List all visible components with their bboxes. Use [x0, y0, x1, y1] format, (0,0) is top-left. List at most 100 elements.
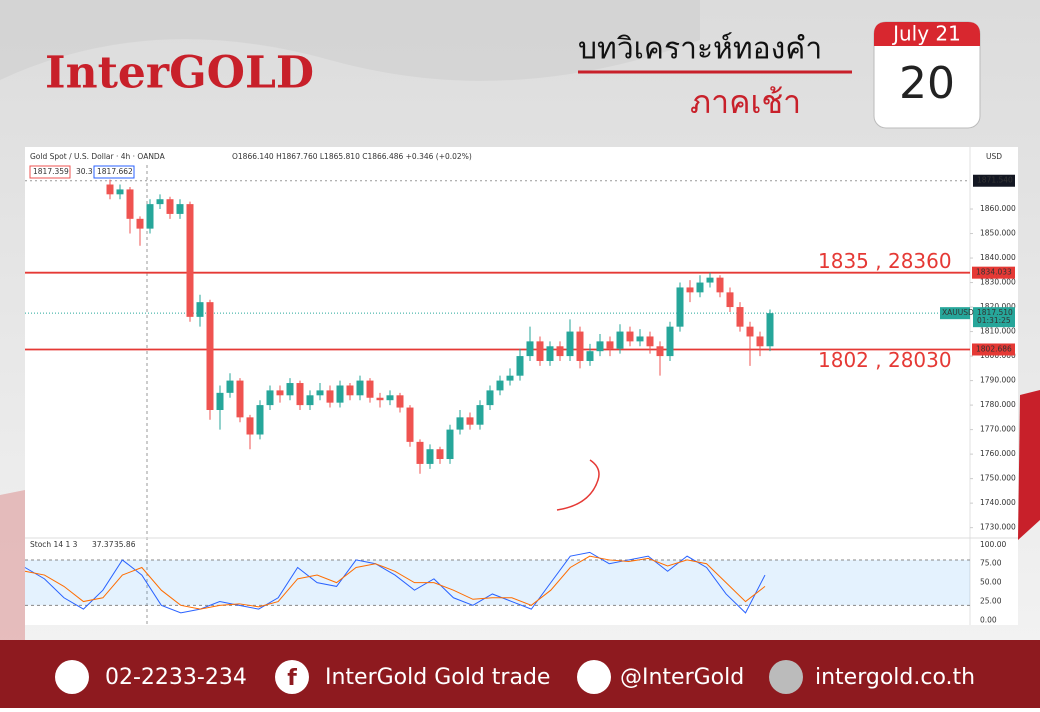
stoch-tick-label: 100.00: [980, 540, 1006, 549]
candle-body: [446, 429, 454, 460]
countdown: 01:31:25: [977, 316, 1011, 325]
website: intergold.co.th: [815, 665, 975, 690]
candle-body: [596, 341, 604, 352]
candle-body: [516, 356, 524, 376]
calendar-top: [874, 22, 980, 46]
candle-body: [646, 336, 654, 347]
candle-body: [386, 395, 394, 401]
sell-price: 1817.359: [33, 167, 69, 176]
candle-body: [496, 380, 504, 391]
candle-body: [656, 346, 664, 357]
candle-body: [426, 449, 434, 464]
decor: [1018, 390, 1040, 540]
candle-body: [706, 277, 714, 283]
candle-body: [696, 282, 704, 293]
facebook-glyph: f: [287, 666, 297, 691]
candle-body: [126, 189, 134, 219]
stoch-tick-label: 0.00: [980, 615, 997, 624]
top-label: 1871.540: [977, 176, 1013, 185]
candle-body: [306, 395, 314, 406]
candle-body: [166, 199, 174, 214]
level-box: [972, 343, 1015, 356]
candle-body: [156, 199, 164, 205]
symbol: XAUUSD: [942, 308, 974, 317]
candle-body: [436, 449, 444, 460]
candle-body: [606, 341, 614, 349]
phone: 02-2233-234: [105, 665, 247, 690]
candle-body: [276, 390, 284, 396]
candle-body: [366, 380, 374, 398]
candle-body: [766, 313, 774, 347]
candle-body: [636, 336, 644, 342]
spread: 30.3: [76, 167, 93, 176]
candle-body: [286, 383, 294, 396]
web-icon: [769, 660, 803, 694]
phone-icon: [55, 660, 89, 694]
candle-body: [536, 341, 544, 361]
candle-body: [146, 204, 154, 229]
subtitle: ภาคเช้า: [690, 83, 801, 121]
candle-body: [506, 375, 514, 381]
candle-body: [406, 407, 414, 442]
candle-body: [626, 331, 634, 342]
stoch-line: [24, 555, 766, 610]
y-tick-label: 1810.000: [980, 327, 1016, 336]
candle-body: [556, 346, 564, 357]
candle-body: [546, 346, 554, 361]
brand: InterGOLD: [45, 48, 314, 99]
y-tick-label: 1780.000: [980, 400, 1016, 409]
candle-body: [136, 218, 144, 229]
buy-box: [93, 165, 135, 179]
candle-body: [216, 392, 224, 410]
candle-body: [266, 390, 274, 406]
candle-body: [686, 287, 694, 293]
candle-body: [396, 395, 404, 408]
y-tick-label: 1830.000: [980, 278, 1016, 287]
y-tick-label: 1800.000: [980, 351, 1016, 360]
candle-body: [256, 405, 264, 435]
candle-body: [176, 204, 184, 214]
y-tick-label: 1770.000: [980, 425, 1016, 434]
candle-body: [486, 390, 494, 406]
candle-body: [746, 326, 754, 337]
facebook-icon: [275, 660, 309, 694]
y-tick-label: 1750.000: [980, 474, 1016, 483]
calendar-day: 20: [899, 58, 955, 109]
candle-body: [586, 351, 594, 361]
candle-body: [356, 380, 364, 396]
stoch-d: 35.86: [114, 540, 136, 549]
hand-drawing: [556, 459, 600, 511]
current-box: [973, 307, 1015, 328]
footer-band: [0, 640, 1040, 708]
candle-body: [736, 307, 744, 327]
candle-body: [676, 287, 684, 327]
symbol-box: [940, 307, 970, 320]
candle-body: [246, 417, 254, 435]
candle-body: [346, 385, 354, 396]
level-label: 1802.686: [976, 344, 1012, 353]
candle-body: [456, 417, 464, 430]
candle-body: [376, 397, 384, 401]
current-label: 1817.510: [977, 308, 1013, 317]
y-tick-label: 1850.000: [980, 229, 1016, 238]
map-shape: [0, 0, 700, 81]
chart-title: Gold Spot / U.S. Dollar · 4h · OANDA: [30, 152, 166, 161]
stoch-k: 37.37: [92, 540, 114, 549]
candle-body: [416, 441, 424, 464]
candle-body: [196, 302, 204, 317]
candle-body: [206, 302, 214, 410]
stoch-tick-label: 25.00: [980, 597, 1002, 606]
candle-body: [336, 385, 344, 403]
stoch-band: [25, 559, 970, 606]
candle-body: [466, 417, 474, 425]
candle-body: [576, 331, 584, 361]
ohlc: O1866.140 H1867.760 L1865.810 C1866.486 …: [232, 152, 472, 161]
candle-body: [296, 383, 304, 406]
title: บทวิเคราะห์ทองคำ: [578, 32, 822, 67]
candle-body: [186, 204, 194, 317]
candle-body: [726, 292, 734, 308]
calendar-month: July 21: [891, 22, 961, 46]
buy-price: 1817.662: [97, 167, 133, 176]
facebook: InterGold Gold trade: [325, 665, 550, 690]
